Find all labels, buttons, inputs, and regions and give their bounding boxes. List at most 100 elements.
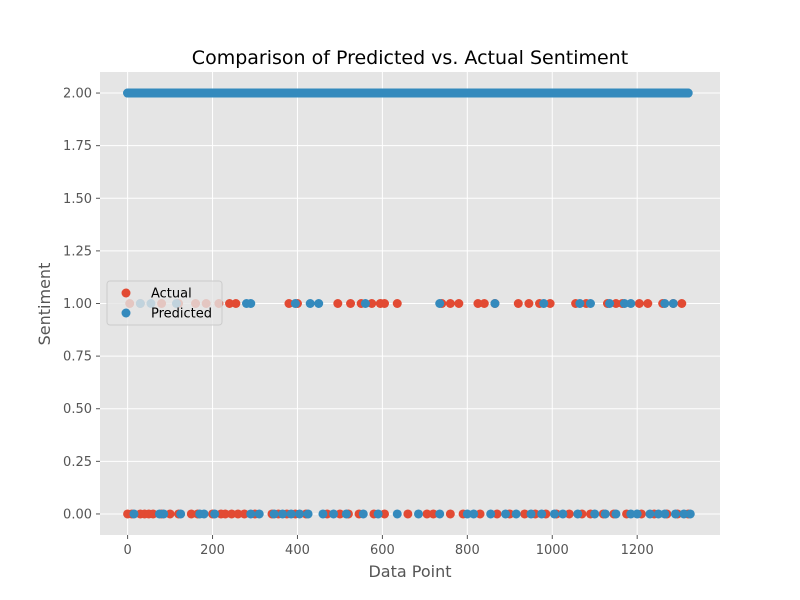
actual-point <box>479 299 489 308</box>
predicted-point <box>176 509 186 519</box>
actual-point <box>380 299 390 308</box>
predicted-point <box>290 299 300 308</box>
legend-marker-actual <box>121 288 131 298</box>
predicted-point <box>660 509 670 519</box>
predicted-point <box>435 299 445 308</box>
predicted-point <box>668 299 678 308</box>
predicted-point <box>269 509 279 519</box>
predicted-point <box>462 509 472 519</box>
y-tick-label: 1.25 <box>63 244 92 259</box>
legend: Actual Predicted <box>106 280 223 326</box>
predicted-point <box>626 509 636 519</box>
actual-point <box>333 299 343 308</box>
actual-point <box>445 299 455 308</box>
actual-point <box>520 509 530 519</box>
y-tick-label: 1.75 <box>63 139 92 154</box>
predicted-point <box>305 299 315 308</box>
actual-point <box>454 299 464 308</box>
legend-box <box>106 280 223 326</box>
x-axis-label: Data Point <box>368 562 451 581</box>
actual-point <box>422 509 432 519</box>
actual-point <box>380 509 390 519</box>
legend-marker-predicted <box>121 308 131 318</box>
predicted-point <box>199 509 209 519</box>
predicted-point <box>286 509 296 519</box>
y-tick-label: 0.75 <box>63 350 92 365</box>
actual-point <box>227 509 237 519</box>
actual-point <box>239 509 249 519</box>
predicted-point <box>605 299 615 308</box>
predicted-point <box>632 509 642 519</box>
legend-label-predicted: Predicted <box>151 307 212 322</box>
actual-point <box>473 299 483 308</box>
actual-point <box>445 509 455 519</box>
predicted-point <box>303 509 313 519</box>
legend-label-actual: Actual <box>151 287 192 302</box>
predicted-point <box>600 509 610 519</box>
predicted-point <box>278 509 288 519</box>
predicted-point <box>254 509 264 519</box>
actual-point <box>186 509 196 519</box>
y-tick-label: 1.00 <box>63 297 92 312</box>
y-tick-label: 0.50 <box>63 402 92 417</box>
predicted-point <box>539 299 549 308</box>
y-tick-label: 0.00 <box>63 507 92 522</box>
x-tick-label: 0 <box>123 543 131 558</box>
actual-point <box>148 509 158 519</box>
predicted-point <box>626 299 636 308</box>
predicted-point <box>246 509 256 519</box>
predicted-point <box>413 509 423 519</box>
actual-point <box>165 509 175 519</box>
predicted-point <box>123 88 133 98</box>
actual-point <box>220 509 230 519</box>
actual-point <box>634 299 644 308</box>
predicted-point <box>341 509 351 519</box>
x-tick-label: 400 <box>285 543 310 558</box>
actual-point <box>564 509 574 519</box>
y-tick-label: 0.25 <box>63 455 92 470</box>
actual-point <box>475 509 485 519</box>
chart-title: Comparison of Predicted vs. Actual Senti… <box>192 47 628 69</box>
predicted-point <box>558 509 568 519</box>
actual-point <box>233 509 243 519</box>
x-tick-label: 1200 <box>621 543 654 558</box>
predicted-point <box>685 509 695 519</box>
predicted-point <box>210 509 220 519</box>
predicted-point <box>537 509 547 519</box>
predicted-point <box>645 509 655 519</box>
predicted-point <box>585 299 595 308</box>
actual-point <box>545 299 555 308</box>
x-tick-label: 600 <box>370 543 395 558</box>
predicted-point <box>619 299 629 308</box>
y-axis-ticks: 0.00 0.25 0.50 0.75 1.00 1.25 1.50 1.75 2.00 <box>63 87 100 522</box>
predicted-point <box>490 299 500 308</box>
predicted-point <box>329 509 339 519</box>
actual-point <box>513 299 523 308</box>
x-tick-label: 800 <box>455 543 480 558</box>
predicted-point <box>590 509 600 519</box>
y-tick-label: 1.50 <box>63 192 92 207</box>
predicted-point <box>435 509 445 519</box>
y-axis-label: Sentiment <box>35 263 54 346</box>
predicted-point <box>670 509 680 519</box>
actual-point <box>225 299 235 308</box>
predicted-point <box>392 509 402 519</box>
predicted-point <box>318 509 328 519</box>
predicted-point <box>159 509 169 519</box>
predicted-point <box>575 299 585 308</box>
predicted-point <box>660 299 670 308</box>
predicted-point <box>295 509 305 519</box>
actual-point <box>524 299 534 308</box>
actual-point <box>335 509 345 519</box>
predicted-point <box>373 509 383 519</box>
x-tick-label: 1000 <box>536 543 569 558</box>
predicted-point <box>501 509 511 519</box>
predicted-point <box>314 299 324 308</box>
actual-point <box>492 509 502 519</box>
actual-point <box>231 299 241 308</box>
predicted-point <box>486 509 496 519</box>
predicted-point <box>469 509 479 519</box>
actual-point <box>346 299 356 308</box>
actual-point <box>284 299 294 308</box>
actual-point <box>643 299 653 308</box>
